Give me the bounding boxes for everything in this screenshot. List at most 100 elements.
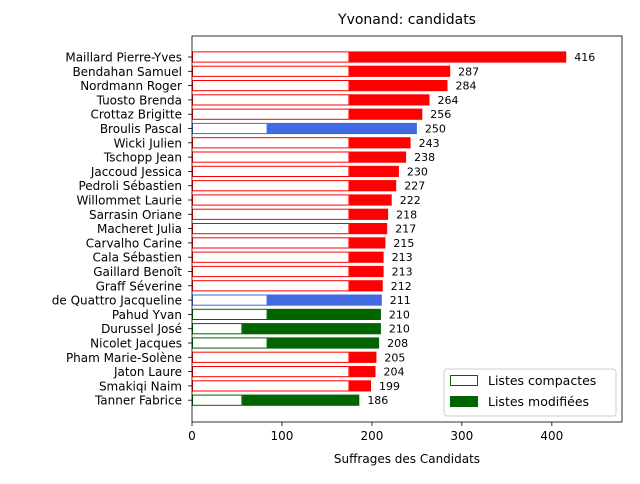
bar-modified (349, 180, 397, 192)
data-label: 210 (389, 308, 410, 321)
data-label: 213 (392, 251, 413, 264)
category-label: Nicolet Jacques (90, 337, 182, 351)
bar-compact (192, 251, 350, 263)
category-label: Smakiqi Naim (99, 379, 182, 393)
category-label: Pedroli Sébastien (78, 179, 182, 193)
bar-compact (192, 137, 350, 149)
category-label: Gaillard Benoît (93, 265, 182, 279)
category-label: Wicki Julien (114, 136, 182, 150)
x-axis-label: Suffrages des Candidats (334, 452, 480, 466)
category-label: Macheret Julia (97, 222, 182, 236)
plot-frame (191, 35, 623, 423)
bar-compact (192, 180, 350, 192)
bar-compact (192, 294, 268, 306)
bar-modified (349, 151, 407, 163)
bar-compact (192, 280, 350, 292)
bar-modified (349, 65, 451, 77)
category-label: Willommet Laurie (76, 194, 182, 208)
category-label: Graff Séverine (96, 279, 182, 293)
bar-compact (192, 394, 243, 406)
bar-compact (192, 80, 350, 92)
x-tick-label: 400 (540, 429, 563, 443)
data-label: 287 (458, 65, 479, 78)
bar-compact (192, 194, 350, 206)
data-label: 212 (391, 280, 412, 293)
bar-modified (267, 294, 382, 306)
category-label: Bendahan Samuel (72, 65, 182, 79)
bar-compact (192, 351, 350, 363)
category-label: Durussel José (101, 322, 182, 336)
data-label: 211 (390, 294, 411, 307)
axes-group: 0 100 200 300 400 (188, 35, 623, 443)
bar-modified (349, 223, 388, 235)
category-label: Tschopp Jean (103, 151, 182, 165)
legend: Listes compactes Listes modifiées (443, 368, 617, 417)
category-label: Jaccoud Jessica (90, 165, 182, 179)
data-label: 230 (407, 165, 428, 178)
data-label: 213 (392, 266, 413, 279)
data-label: 227 (404, 180, 425, 193)
category-label: Pahud Yvan (112, 308, 182, 322)
data-label: 416 (574, 51, 595, 64)
bar-compact (192, 208, 350, 220)
bar-modified (349, 251, 384, 263)
category-label: Sarrasin Oriane (89, 208, 182, 222)
legend-label: Listes compactes (488, 373, 596, 388)
bar-compact (192, 380, 350, 392)
x-tick-label: 100 (271, 429, 294, 443)
bar-compact (192, 366, 350, 378)
bar-modified (349, 108, 423, 120)
category-label: de Quattro Jacqueline (52, 294, 182, 308)
data-label: 218 (396, 208, 417, 221)
category-label: Maillard Pierre-Yves (65, 51, 182, 65)
legend-swatch-outline (450, 375, 478, 386)
bar-modified (349, 51, 567, 63)
category-label: Broulis Pascal (100, 122, 182, 136)
data-label: 256 (430, 108, 451, 121)
bar-compact (192, 94, 350, 106)
bar-compact (192, 51, 350, 63)
category-label: Pham Marie-Solène (66, 351, 182, 365)
bar-modified (349, 280, 383, 292)
data-label: 243 (419, 137, 440, 150)
category-label: Tuosto Brenda (96, 93, 182, 107)
data-label: 210 (389, 323, 410, 336)
bar-modified (349, 94, 430, 106)
data-label: 264 (437, 94, 458, 107)
x-tick-label: 200 (360, 429, 383, 443)
data-label: 250 (425, 123, 446, 136)
data-label: 217 (395, 223, 416, 236)
bar-modified (267, 337, 380, 349)
bar-modified (349, 380, 372, 392)
bar-modified (267, 122, 417, 135)
bar-modified (349, 208, 389, 220)
bar-modified (349, 137, 411, 149)
bar-modified (349, 237, 386, 249)
legend-swatch-filled (450, 396, 478, 407)
bar-compact (192, 323, 243, 335)
x-tick-label: 0 (188, 429, 196, 443)
data-label: 238 (414, 151, 435, 164)
data-label: 284 (455, 80, 476, 93)
bar-modified (242, 323, 381, 335)
legend-box (443, 368, 617, 417)
data-label: 186 (367, 394, 388, 407)
data-label: 208 (387, 337, 408, 350)
category-label: Carvalho Carine (86, 236, 182, 250)
bar-compact (192, 151, 350, 163)
category-label: Nordmann Roger (80, 79, 182, 93)
bar-modified (242, 394, 360, 406)
bar-modified (349, 351, 377, 363)
bar-compact (192, 122, 268, 135)
data-label: 222 (400, 194, 421, 207)
bars-group (192, 51, 567, 406)
category-label: Crottaz Brigitte (90, 108, 182, 122)
bar-modified (349, 366, 376, 378)
bar-compact (192, 65, 350, 77)
bar-compact (192, 108, 350, 120)
bar-modified (349, 165, 399, 177)
bar-compact (192, 265, 350, 278)
data-label: 199 (379, 380, 400, 393)
